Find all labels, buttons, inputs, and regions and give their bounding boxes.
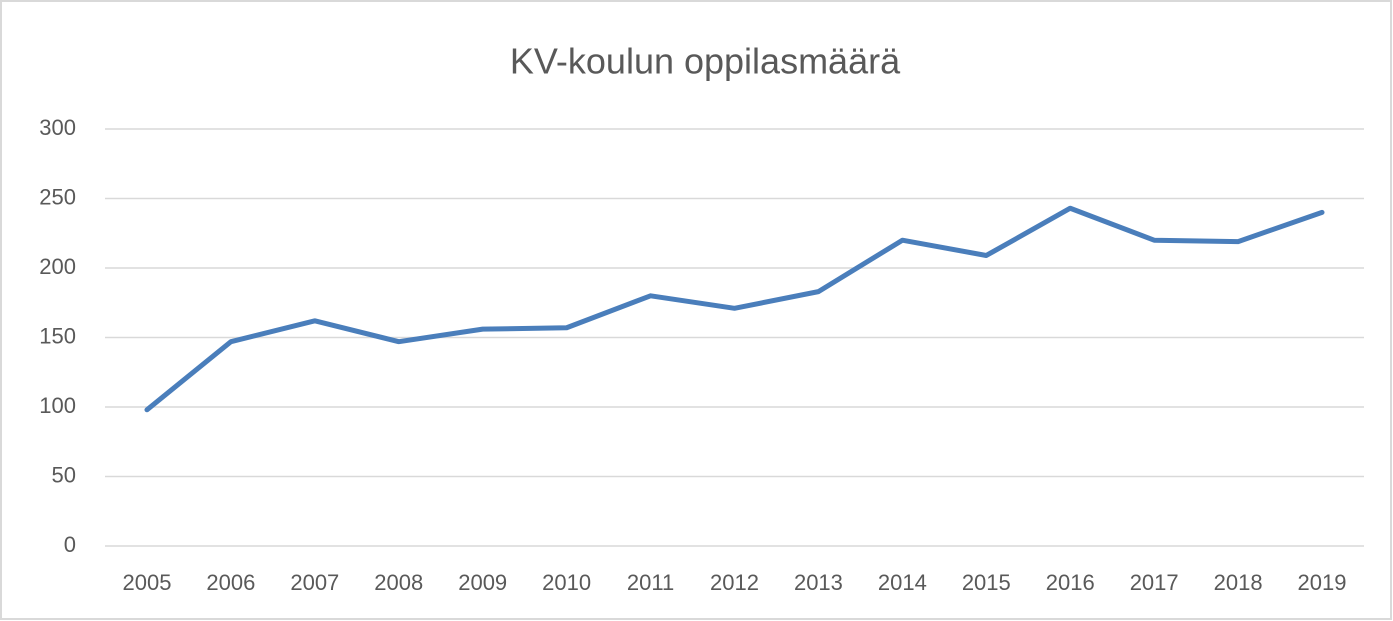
y-tick-label: 100	[39, 393, 76, 418]
x-tick-label: 2017	[1130, 570, 1179, 595]
chart-title: KV-koulun oppilasmäärä	[510, 41, 901, 82]
x-tick-label: 2015	[962, 570, 1011, 595]
y-tick-label: 50	[52, 462, 76, 487]
x-tick-label: 2011	[627, 570, 674, 595]
y-tick-label: 0	[64, 532, 76, 557]
x-tick-label: 2005	[122, 570, 171, 595]
y-tick-label: 300	[39, 115, 76, 140]
x-tick-label: 2008	[374, 570, 423, 595]
x-tick-label: 2006	[206, 570, 255, 595]
x-tick-label: 2013	[794, 570, 843, 595]
x-tick-label: 2007	[290, 570, 339, 595]
x-tick-label: 2019	[1298, 570, 1347, 595]
x-tick-label: 2010	[542, 570, 591, 595]
y-tick-label: 250	[39, 184, 76, 209]
y-tick-label: 200	[39, 254, 76, 279]
x-tick-label: 2016	[1046, 570, 1095, 595]
x-tick-label: 2018	[1214, 570, 1263, 595]
x-tick-label: 2014	[878, 570, 927, 595]
data-line	[144, 205, 1325, 413]
x-tick-label: 2012	[710, 570, 759, 595]
x-tick-label: 2009	[458, 570, 507, 595]
y-tick-label: 150	[39, 323, 76, 348]
